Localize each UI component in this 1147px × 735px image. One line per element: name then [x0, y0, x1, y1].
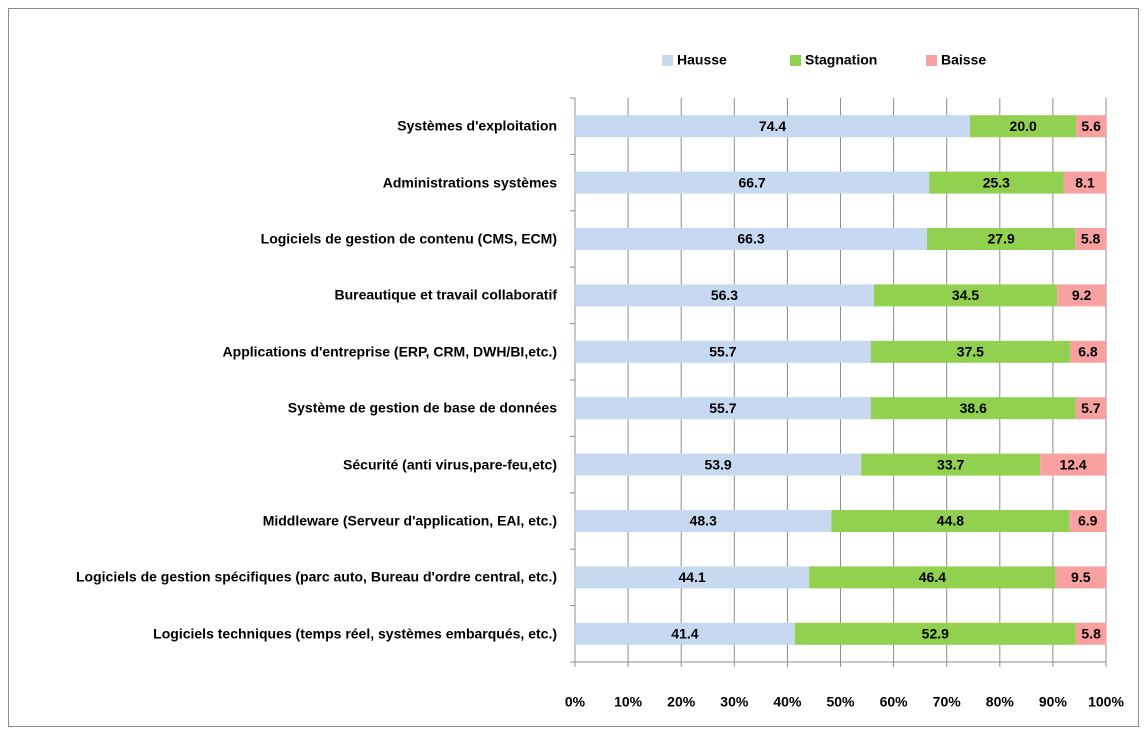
data-label: 44.8 — [937, 513, 964, 529]
bar-segment — [873, 284, 1058, 307]
x-tick-label: 50% — [826, 694, 855, 710]
bar-segment — [794, 622, 1076, 645]
x-tick-label: 80% — [986, 694, 1015, 710]
y-tick-label: Systèmes d'exploitation — [397, 117, 557, 134]
y-tick-label: Bureautique et travail collaboratif — [334, 286, 558, 303]
bar-segment — [1075, 622, 1107, 645]
bar-segment — [1075, 397, 1106, 420]
bar-segment — [575, 115, 971, 138]
bar-segment — [575, 566, 810, 589]
bar-segment — [1057, 284, 1106, 307]
bar-segment — [575, 340, 871, 363]
bar-segment — [1076, 115, 1106, 138]
data-label: 6.8 — [1078, 344, 1098, 360]
bar-segment — [575, 171, 930, 194]
data-label: 37.5 — [957, 344, 984, 360]
y-tick-label: Administrations systèmes — [382, 174, 557, 191]
x-tick-label: 90% — [1039, 694, 1068, 710]
data-label: 66.7 — [738, 174, 765, 190]
data-label: 6.9 — [1078, 513, 1098, 529]
data-label: 5.8 — [1081, 626, 1101, 642]
y-tick-label: Logiciels de gestion spécifiques (parc a… — [76, 568, 557, 585]
bar-segment — [870, 340, 1070, 363]
bar-segment — [575, 284, 874, 307]
y-tick-label: Logiciels de gestion de contenu (CMS, EC… — [260, 230, 557, 247]
data-label: 5.6 — [1081, 118, 1101, 134]
legend-swatch — [790, 55, 801, 66]
data-label: 44.1 — [678, 569, 705, 585]
data-label: 74.4 — [759, 118, 786, 134]
legend-label: Baisse — [941, 52, 986, 68]
bar-segment — [970, 115, 1077, 138]
bar-segment — [575, 397, 871, 420]
bar-segment — [870, 397, 1076, 420]
data-label: 48.3 — [690, 513, 717, 529]
y-tick-label: Middleware (Serveur d'application, EAI, … — [262, 512, 557, 529]
data-label: 27.9 — [988, 231, 1015, 247]
data-label: 9.2 — [1072, 287, 1092, 303]
bar-segment — [1069, 510, 1106, 532]
data-label: 53.9 — [704, 456, 731, 472]
bar-segment — [1063, 171, 1107, 194]
data-label: 5.7 — [1081, 400, 1101, 416]
data-label: 20.0 — [1010, 118, 1037, 134]
x-tick-label: 30% — [720, 694, 749, 710]
bar-segment — [927, 228, 1076, 250]
data-label: 5.8 — [1081, 231, 1101, 247]
data-label: 33.7 — [937, 456, 964, 472]
bar-segment — [831, 510, 1070, 532]
data-label: 55.7 — [709, 400, 736, 416]
data-label: 38.6 — [960, 400, 987, 416]
data-label: 46.4 — [919, 569, 946, 585]
y-tick-label: Logiciels techniques (temps réel, systèm… — [153, 625, 557, 642]
x-tick-label: 70% — [933, 694, 962, 710]
x-tick-label: 100% — [1088, 694, 1124, 710]
data-label: 8.1 — [1075, 174, 1095, 190]
y-tick-label: Sécurité (anti virus,pare-feu,etc) — [343, 456, 557, 473]
data-label: 25.3 — [983, 174, 1010, 190]
data-label: 52.9 — [922, 626, 949, 642]
bar-segment — [575, 622, 795, 645]
x-tick-label: 20% — [667, 694, 696, 710]
x-tick-label: 0% — [565, 694, 586, 710]
data-label: 41.4 — [671, 626, 698, 642]
data-label: 55.7 — [709, 344, 736, 360]
data-label: 12.4 — [1059, 456, 1086, 472]
bar-segment — [575, 453, 862, 476]
legend-swatch — [662, 55, 673, 66]
y-tick-label: Système de gestion de base de données — [287, 399, 557, 416]
bar-segment — [1069, 340, 1106, 363]
x-tick-label: 10% — [614, 694, 643, 710]
data-label: 56.3 — [711, 287, 738, 303]
bar-segment — [575, 510, 832, 532]
bar-segment — [1075, 228, 1106, 250]
bar-segment — [861, 453, 1041, 476]
bar-segment — [1055, 566, 1106, 589]
y-tick-label: Applications d'entreprise (ERP, CRM, DWH… — [222, 343, 557, 360]
legend-label: Stagnation — [805, 52, 877, 68]
data-label: 34.5 — [952, 287, 979, 303]
bar-segment — [1040, 453, 1106, 476]
x-tick-label: 60% — [880, 694, 909, 710]
bar-segment — [809, 566, 1056, 589]
legend-swatch — [926, 55, 937, 66]
bar-segment — [575, 228, 928, 250]
legend-label: Hausse — [677, 52, 727, 68]
data-label: 9.5 — [1071, 569, 1091, 585]
bar-segment — [929, 171, 1064, 194]
x-tick-label: 40% — [773, 694, 802, 710]
data-label: 66.3 — [737, 231, 764, 247]
